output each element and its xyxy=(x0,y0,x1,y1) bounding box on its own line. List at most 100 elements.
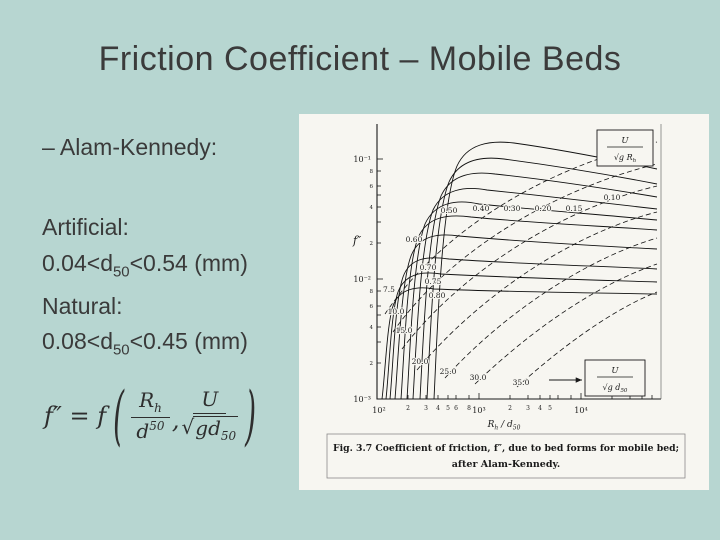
y-tick-label: 10⁻³ xyxy=(353,395,371,404)
solid-curve-0.70 xyxy=(389,257,658,400)
x-title-sub2: 50 xyxy=(513,425,521,432)
dashed-label: 25.0 xyxy=(440,367,457,376)
denominator: √ gd50 xyxy=(182,414,239,444)
legend-den-sub: h xyxy=(633,158,637,164)
solid-curve-0.60 xyxy=(394,234,658,400)
y-minor-label: 2 xyxy=(370,361,374,367)
y-minor-label: 8 xyxy=(370,289,374,295)
numerator: U xyxy=(193,387,227,414)
y-minor-label: 2 xyxy=(370,241,374,247)
fraction-u-sqrtgd50: U √ gd50 xyxy=(182,388,239,444)
dashed-label: 15.0 xyxy=(396,326,413,335)
curve-labels: 0.50 0.40 0.30 0.20 0.15 0.10 0.60 0.70 … xyxy=(382,192,622,388)
sqrt-sign: √ xyxy=(181,415,195,439)
x-minor-label: 6 xyxy=(454,405,458,412)
formula-lhs: f″ xyxy=(44,401,62,430)
dashed-label: 30.0 xyxy=(470,373,487,382)
dashed-curve-10.0 xyxy=(392,163,658,333)
x-minor-label: 5 xyxy=(446,405,450,412)
solid-curve-0.30 xyxy=(412,188,658,400)
denominator: d 50 xyxy=(136,418,164,443)
legend-denominator: √g d50 xyxy=(603,383,628,394)
y-minor-label: 4 xyxy=(370,325,374,331)
solid-label: 0.30 xyxy=(504,204,521,213)
legend-box xyxy=(584,359,646,397)
fraction-rh-d50: Rh d 50 xyxy=(131,387,170,444)
natural-range-pre: 0.08<d xyxy=(42,328,113,354)
y-axis-ticks xyxy=(377,158,383,364)
d50-subscript: 50 xyxy=(113,263,130,281)
solid-label: 0.75 xyxy=(425,277,442,286)
gd-base: gd xyxy=(195,416,221,440)
artificial-range-post: <0.54 (mm) xyxy=(129,250,248,276)
x-minor-label: 3 xyxy=(526,405,530,412)
solid-curve-0.80 xyxy=(381,287,658,400)
x-tick-label: 10⁴ xyxy=(574,406,587,415)
legend-u-gd50: U √g d50 xyxy=(549,359,646,397)
x-tick-labels: 10² 10³ 10⁴ 2 3 4 5 6 8 2 3 4 5 xyxy=(372,405,587,415)
legend-numerator: U xyxy=(611,366,619,376)
solid-label: 0.10 xyxy=(604,193,621,202)
solid-label: 0.20 xyxy=(535,204,552,213)
dashed-label: 35.0 xyxy=(513,378,530,387)
formula-comma: , xyxy=(171,405,180,434)
solid-curve-0.15 xyxy=(426,157,658,400)
rh-base: R xyxy=(139,387,155,412)
x-minor-label: 2 xyxy=(508,405,512,412)
dashed-curve-35.0 xyxy=(516,291,658,388)
d50-subscript: 50 xyxy=(113,341,130,359)
formula-function: f xyxy=(97,401,107,430)
rh-sub: h xyxy=(154,400,162,415)
x-minor-label: 3 xyxy=(424,405,428,412)
legend-den-pre: √g d xyxy=(603,383,621,392)
dashed-label: 7.5 xyxy=(383,285,395,294)
d-base: d xyxy=(136,419,150,444)
x-minor-label: 4 xyxy=(436,405,440,412)
x-minor-label: 4 xyxy=(538,405,542,412)
artificial-label: Artificial: xyxy=(42,214,129,240)
x-title-mid: / d xyxy=(498,420,513,430)
friction-formula: f″ = f ( Rh d 50 , U √ gd50 ) xyxy=(44,378,263,454)
bullet-alam-kennedy: – Alam-Kennedy: xyxy=(42,134,218,160)
artificial-range-pre: 0.04<d xyxy=(42,250,113,276)
y-tick-label: 10⁻¹ xyxy=(353,155,371,164)
x-tick-label: 10³ xyxy=(472,406,485,415)
caption-line2: after Alam-Kennedy. xyxy=(452,459,560,470)
legend-den-pre: √g R xyxy=(614,153,633,162)
solid-label: 0.40 xyxy=(473,204,490,213)
x-axis-title: Rh / d50 xyxy=(487,420,521,432)
figure-caption: Fig. 3.7 Coefficient of friction, f″, du… xyxy=(326,433,686,479)
natural-label: Natural: xyxy=(42,293,123,319)
gd-sub: 50 xyxy=(220,429,237,443)
natural-range: 0.08<d50<0.45 (mm) xyxy=(42,328,248,359)
solid-curve-0.75 xyxy=(385,272,658,400)
u-symbol: U xyxy=(201,387,219,411)
figure-panel: 10⁻¹ 10⁻² 10⁻³ 8 6 4 2 8 6 4 2 10² 10³ 1 xyxy=(299,114,709,490)
solid-label: 0.50 xyxy=(441,206,458,215)
slide-title: Friction Coefficient – Mobile Beds xyxy=(98,40,622,78)
dashed-curve-30.0 xyxy=(474,263,658,385)
solid-curves xyxy=(381,141,658,400)
dashed-curve-25.0 xyxy=(444,237,658,379)
y-minor-label: 4 xyxy=(370,205,374,211)
legend-numerator: U xyxy=(621,136,629,146)
caption-line1: Fig. 3.7 Coefficient of friction, f″, du… xyxy=(333,443,679,454)
d-sub: 50 xyxy=(149,419,165,434)
axes xyxy=(376,124,661,400)
solid-curve-0.10 xyxy=(433,141,658,400)
legend-u-grh: U √g Rh xyxy=(596,129,654,167)
close-paren: ) xyxy=(245,377,257,454)
solid-label: 0.80 xyxy=(429,291,446,300)
x-tick-label: 10² xyxy=(372,406,385,415)
x-title-sub: h xyxy=(494,425,498,432)
solid-curve-0.50 xyxy=(400,215,658,400)
artificial-range: 0.04<d50<0.54 (mm) xyxy=(42,250,248,281)
solid-label: 0.70 xyxy=(420,263,437,272)
dashed-curve-20.0 xyxy=(416,211,658,371)
legend-den-sub: 50 xyxy=(620,388,627,394)
friction-chart: 10⁻¹ 10⁻² 10⁻³ 8 6 4 2 8 6 4 2 10² 10³ 1 xyxy=(326,124,686,479)
radicand: gd50 xyxy=(193,416,239,444)
formula-equals: = xyxy=(69,401,90,430)
solid-curve-0.40 xyxy=(406,201,658,400)
